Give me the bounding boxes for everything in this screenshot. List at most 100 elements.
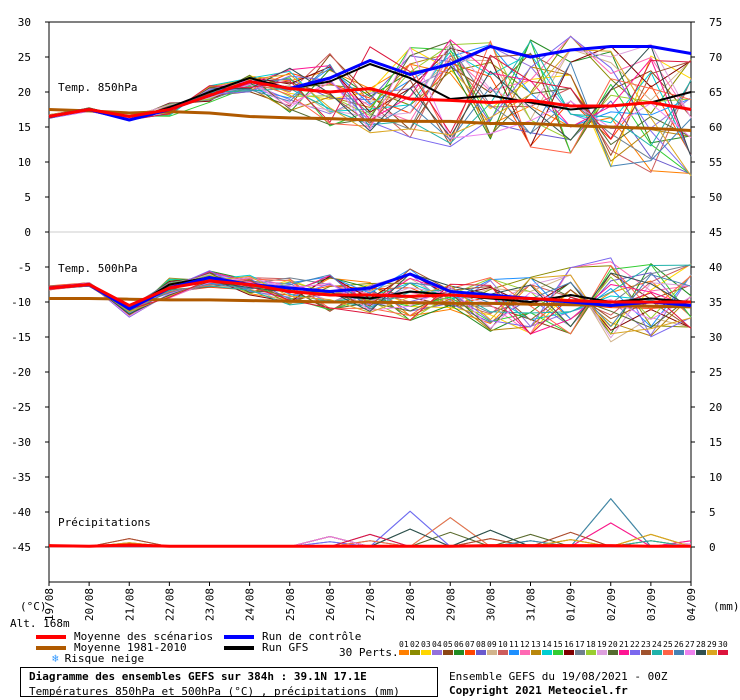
legend-item-snow: ❄ Risque neige — [52, 652, 144, 665]
x-tick-label: 31/08 — [525, 588, 538, 621]
right-tick-label: 20 — [709, 401, 722, 414]
perturbation-number: 21 — [619, 640, 629, 649]
right-tick-label: 60 — [709, 121, 722, 134]
right-tick-label: 40 — [709, 261, 722, 274]
perturbation-number: 28 — [696, 640, 706, 649]
perturbation-number: 06 — [454, 640, 464, 649]
legend-swatch-control — [224, 634, 254, 639]
left-tick-label: -25 — [11, 401, 31, 414]
perturbation-swatch — [718, 650, 728, 655]
perturbation-swatch — [531, 650, 541, 655]
left-tick-label: -40 — [11, 506, 31, 519]
perturbation-number: 04 — [432, 640, 442, 649]
perturbation-swatch — [597, 650, 607, 655]
legend-item-mean: Moyenne des scénarios — [36, 630, 213, 643]
perturbation-number: 27 — [685, 640, 695, 649]
x-tick-label: 02/09 — [605, 588, 618, 621]
legend-swatch-climatology — [36, 645, 66, 650]
legend-item-gfs: Run GFS — [224, 641, 308, 654]
precip-panel-label: Précipitations — [58, 516, 151, 529]
left-tick-label: -30 — [11, 436, 31, 449]
left-tick-label: 5 — [24, 191, 31, 204]
left-tick-label: 10 — [18, 156, 31, 169]
left-tick-label: -20 — [11, 366, 31, 379]
perturbation-swatch — [410, 650, 420, 655]
perturbation-swatch — [421, 650, 431, 655]
perturbation-number: 30 — [718, 640, 728, 649]
perturbation-swatch — [487, 650, 497, 655]
perturbation-number: 24 — [652, 640, 662, 649]
left-axis-unit: (°C) — [20, 600, 47, 613]
right-tick-label: 5 — [709, 506, 716, 519]
right-tick-label: 25 — [709, 366, 722, 379]
perturbation-number: 14 — [542, 640, 552, 649]
perturbation-number: 01 — [399, 640, 409, 649]
t850-perturbation-line — [48, 42, 692, 119]
x-tick-label: 30/08 — [484, 588, 497, 621]
run-info: Ensemble GEFS du 19/08/2021 - 00Z — [449, 670, 668, 683]
right-tick-label: 10 — [709, 471, 722, 484]
footer-subtitle: Températures 850hPa et 500hPa (°C) , pré… — [29, 685, 400, 698]
copyright: Copyright 2021 Meteociel.fr — [449, 684, 628, 697]
perturbation-swatch — [630, 650, 640, 655]
precip-mean-line — [48, 543, 691, 548]
x-tick-label: 24/08 — [244, 588, 257, 621]
perturbation-number: 16 — [564, 640, 574, 649]
perturbation-swatch — [476, 650, 486, 655]
perturbation-swatch — [575, 650, 585, 655]
x-tick-label: 20/08 — [83, 588, 96, 621]
legend-label-mean: Moyenne des scénarios — [74, 630, 214, 643]
right-tick-label: 15 — [709, 436, 722, 449]
x-tick-label: 27/08 — [364, 588, 377, 621]
left-tick-label: -5 — [18, 261, 31, 274]
perturbation-swatch — [520, 650, 530, 655]
legend-item-control: Run de contrôle — [224, 630, 361, 643]
perturbation-number: 19 — [597, 640, 607, 649]
perturbation-number: 05 — [443, 640, 453, 649]
legend-label-gfs: Run GFS — [262, 641, 309, 654]
perturbation-number: 07 — [465, 640, 475, 649]
legend-label-control: Run de contrôle — [262, 630, 362, 643]
x-tick-label: 23/08 — [204, 588, 217, 621]
legend-swatch-mean — [36, 634, 66, 639]
right-tick-label: 70 — [709, 51, 722, 64]
right-tick-label: 30 — [709, 331, 722, 344]
legend-label-snow: Risque neige — [64, 652, 145, 665]
right-tick-label: 50 — [709, 191, 722, 204]
t850-perturbation-line — [48, 51, 692, 156]
perturbation-number: 23 — [641, 640, 651, 649]
x-tick-label: 03/09 — [645, 588, 658, 621]
perturbation-swatch — [641, 650, 651, 655]
t850-perturbation-line — [48, 40, 692, 154]
t850-panel-label: Temp. 850hPa — [58, 81, 137, 94]
perturbations-label: 30 Perts. — [339, 646, 399, 659]
x-tick-label: 26/08 — [324, 588, 337, 621]
perturbation-swatch — [509, 650, 519, 655]
perturbation-number: 15 — [553, 640, 563, 649]
perturbation-swatch — [696, 650, 706, 655]
perturbation-number: 09 — [487, 640, 497, 649]
perturbation-swatch — [619, 650, 629, 655]
perturbation-swatch — [553, 650, 563, 655]
t500-panel-label: Temp. 500hPa — [58, 262, 137, 275]
t500-mean-line — [48, 279, 691, 307]
perturbation-number: 17 — [575, 640, 585, 649]
x-tick-label: 22/08 — [163, 588, 176, 621]
x-tick-label: 19/08 — [43, 588, 56, 621]
left-tick-label: 25 — [18, 51, 31, 64]
x-tick-label: 21/08 — [123, 588, 136, 621]
right-tick-label: 35 — [709, 296, 722, 309]
left-tick-label: 15 — [18, 121, 31, 134]
perturbation-swatch — [498, 650, 508, 655]
perturbation-swatch — [663, 650, 673, 655]
right-tick-label: 65 — [709, 86, 722, 99]
perturbation-swatch — [443, 650, 453, 655]
perturbation-number: 12 — [520, 640, 530, 649]
t500-climatology-line — [49, 297, 692, 309]
x-tick-label: 25/08 — [284, 588, 297, 621]
altitude-label: Alt. 168m — [10, 617, 70, 630]
perturbation-number: 29 — [707, 640, 717, 649]
perturbation-number: 02 — [410, 640, 420, 649]
perturbation-number: 18 — [586, 640, 596, 649]
